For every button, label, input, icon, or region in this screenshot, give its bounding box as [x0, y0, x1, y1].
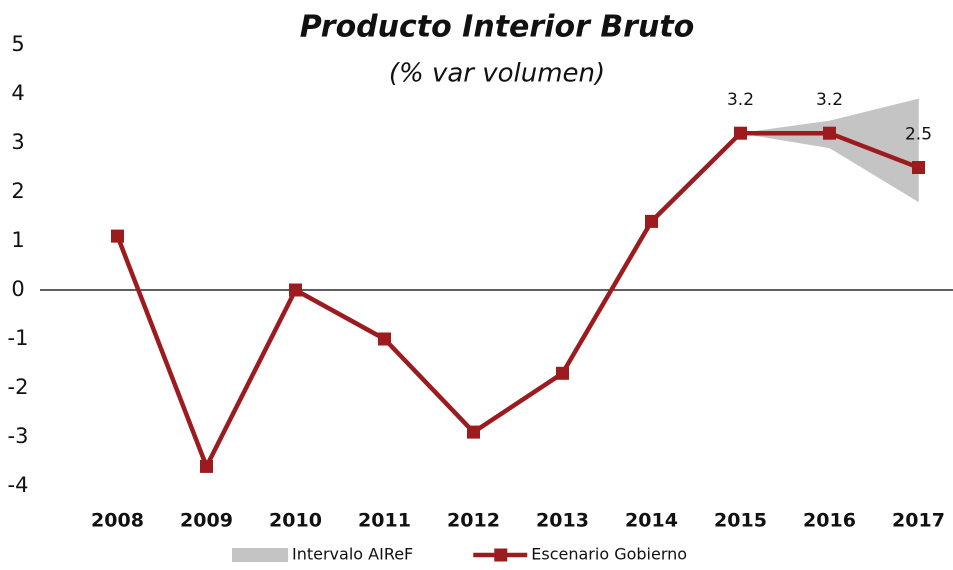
y-tick-label: -2 — [8, 375, 29, 399]
y-tick-label: -4 — [8, 473, 29, 497]
x-tick-label: 2014 — [625, 510, 678, 532]
y-tick-label: 2 — [11, 179, 24, 203]
series-line — [115, 130, 920, 469]
data-label: 3.2 — [727, 90, 754, 110]
legend-label: Intervalo AIReF — [292, 545, 413, 564]
y-tick-label: 5 — [11, 32, 24, 56]
x-tick-label: 2012 — [447, 510, 500, 532]
data-label: 3.2 — [816, 90, 843, 110]
legend-label: Escenario Gobierno — [531, 545, 687, 564]
point-marker — [378, 332, 391, 346]
y-tick-label: -3 — [8, 424, 29, 448]
x-tick-label: 2015 — [714, 510, 767, 532]
point-marker — [734, 126, 747, 140]
y-tick-label: -1 — [8, 326, 29, 350]
point-marker — [912, 161, 925, 174]
chart-title: Producto Interior Bruto — [300, 10, 695, 45]
point-marker — [823, 126, 836, 140]
point-marker — [556, 366, 569, 380]
x-tick-label: 2013 — [536, 510, 589, 532]
chart-subtitle: (% var volumen) — [389, 59, 605, 89]
legend-swatch — [232, 548, 288, 562]
point-marker — [111, 229, 124, 243]
point-marker — [467, 425, 480, 439]
y-tick-label: 3 — [11, 130, 24, 154]
x-tick-label: 2009 — [180, 510, 233, 532]
legend-swatch — [494, 548, 508, 562]
x-tick-label: 2008 — [91, 510, 144, 532]
point-marker — [289, 283, 302, 297]
y-tick-label: 4 — [11, 81, 24, 105]
x-tick-label: 2017 — [892, 510, 945, 532]
point-marker — [200, 459, 213, 473]
y-tick-label: 0 — [11, 277, 24, 301]
point-marker — [645, 214, 658, 228]
data-label: 2.5 — [905, 125, 932, 145]
x-tick-label: 2011 — [358, 510, 411, 532]
x-tick-label: 2016 — [803, 510, 856, 532]
y-tick-label: 1 — [11, 228, 24, 252]
x-tick-label: 2010 — [269, 510, 322, 532]
